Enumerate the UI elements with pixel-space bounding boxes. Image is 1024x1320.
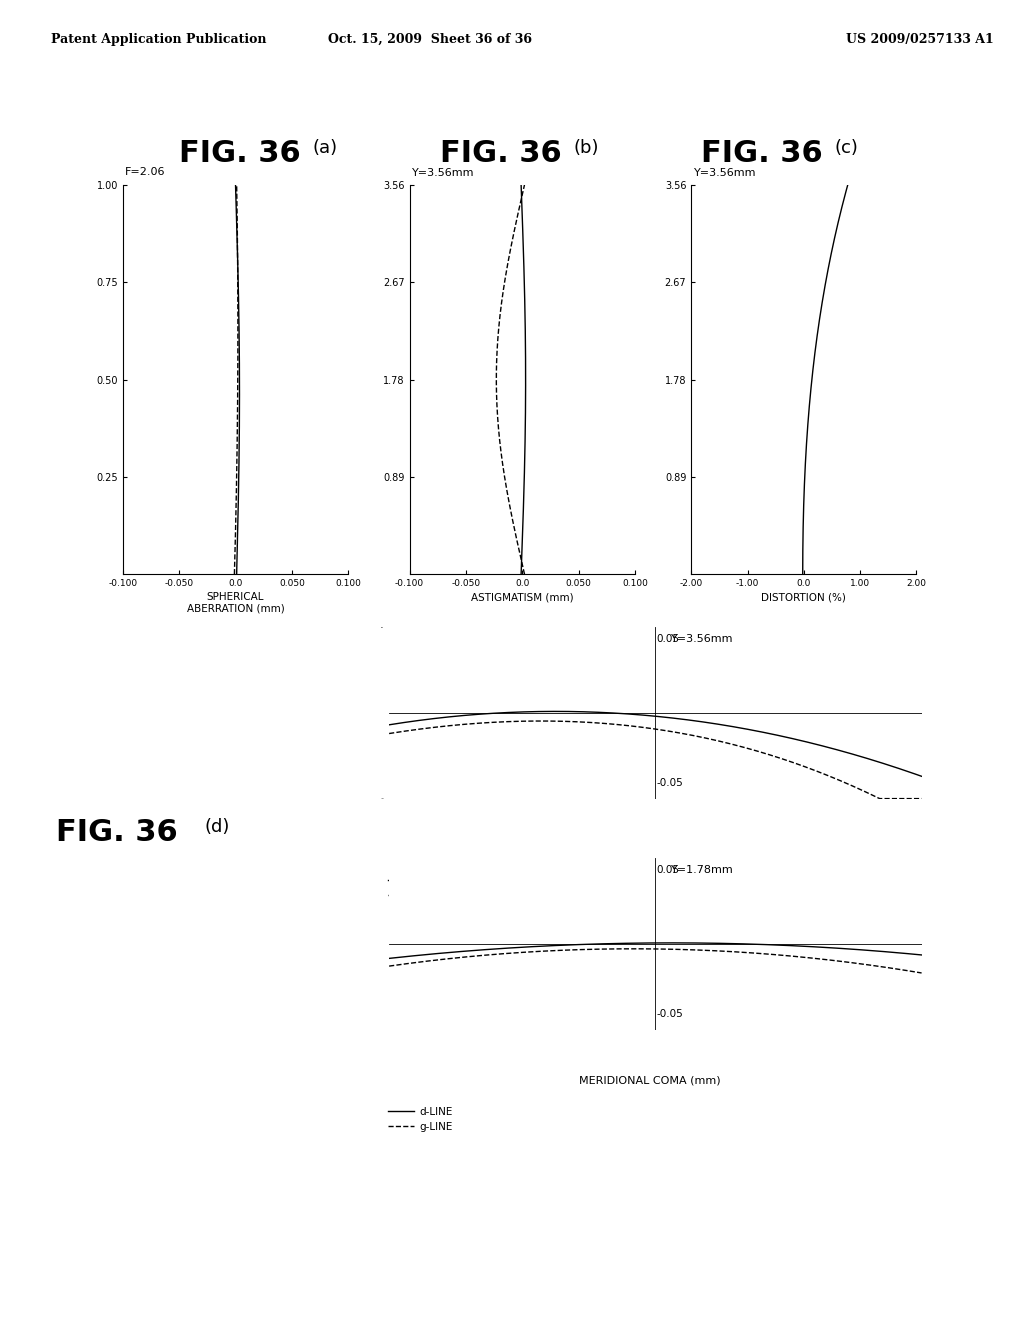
Text: (b): (b) <box>573 139 599 157</box>
X-axis label: ASTIGMATISM (mm): ASTIGMATISM (mm) <box>471 593 573 602</box>
X-axis label: SPHERICAL
ABERRATION (mm): SPHERICAL ABERRATION (mm) <box>186 593 285 614</box>
Text: 0.05: 0.05 <box>656 634 680 644</box>
Legend: d-LINE, g-LINE: d-LINE, g-LINE <box>384 1102 457 1137</box>
Text: -0.05: -0.05 <box>656 1010 683 1019</box>
Text: (d): (d) <box>205 818 230 837</box>
Text: Y=3.56mm: Y=3.56mm <box>672 634 734 644</box>
Legend: d-LINE, g-LINE: d-LINE, g-LINE <box>523 388 591 421</box>
Text: US 2009/0257133 A1: US 2009/0257133 A1 <box>846 33 993 46</box>
Legend: S, M: S, M <box>780 388 821 421</box>
Text: FIG. 36: FIG. 36 <box>56 818 178 847</box>
Text: F=2.06: F=2.06 <box>125 168 166 177</box>
Text: 0.05: 0.05 <box>656 865 680 875</box>
Text: (a): (a) <box>312 139 338 157</box>
Text: FIG. 36: FIG. 36 <box>179 139 301 168</box>
Text: Y=1.78mm: Y=1.78mm <box>672 865 734 875</box>
Text: MERIDIONAL COMA (mm): MERIDIONAL COMA (mm) <box>580 1076 721 1086</box>
Text: Oct. 15, 2009  Sheet 36 of 36: Oct. 15, 2009 Sheet 36 of 36 <box>328 33 532 46</box>
Text: Patent Application Publication: Patent Application Publication <box>51 33 266 46</box>
Text: Y=3.56mm: Y=3.56mm <box>412 168 474 178</box>
Text: FIG. 36: FIG. 36 <box>440 139 562 168</box>
Text: Y=3.56mm: Y=3.56mm <box>694 168 757 178</box>
X-axis label: DISTORTION (%): DISTORTION (%) <box>762 593 846 602</box>
Text: (c): (c) <box>835 139 858 157</box>
Legend: d-LINE, g-LINE: d-LINE, g-LINE <box>384 871 457 906</box>
Text: -0.05: -0.05 <box>656 779 683 788</box>
Text: FIG. 36: FIG. 36 <box>701 139 823 168</box>
